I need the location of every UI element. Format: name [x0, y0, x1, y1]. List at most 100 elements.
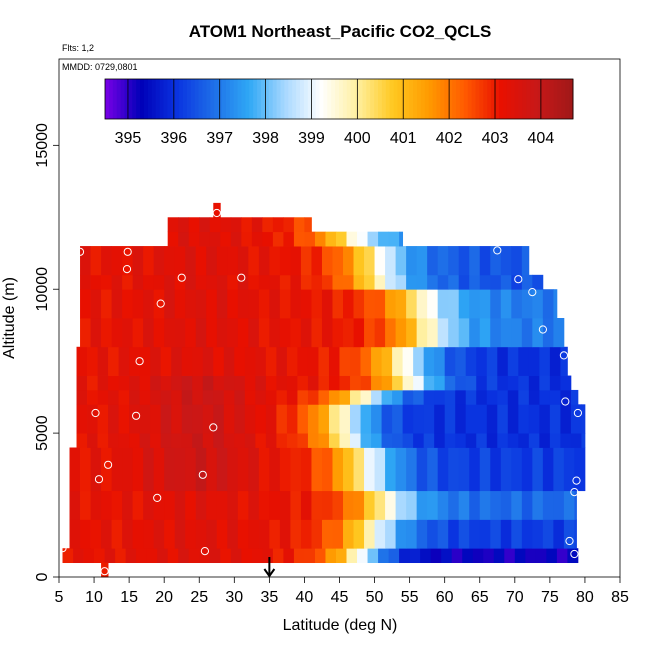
heatmap-cell — [290, 274, 302, 290]
data-point — [212, 208, 221, 218]
heatmap-cell — [199, 548, 211, 564]
heatmap-cell — [521, 447, 533, 492]
heatmap-cell — [444, 375, 456, 391]
heatmap-cell — [507, 375, 519, 391]
heatmap-cell — [378, 231, 389, 247]
colorbar-swatch — [339, 79, 344, 119]
heatmap-cell — [311, 490, 323, 520]
heatmap-cell — [451, 548, 463, 564]
heatmap-cell — [325, 231, 337, 247]
heatmap-cell — [80, 318, 91, 348]
heatmap-cell — [437, 274, 449, 290]
data-point — [528, 288, 537, 297]
heatmap-cell — [195, 318, 207, 348]
heatmap-cell — [413, 389, 425, 405]
colorbar-swatch — [436, 79, 441, 119]
heatmap-cell — [290, 519, 302, 549]
heatmap-cell — [139, 433, 151, 448]
heatmap-cell — [258, 447, 270, 492]
heatmap-cell — [237, 519, 249, 549]
heatmap-cell — [108, 389, 120, 405]
heatmap-cell — [244, 433, 256, 448]
heatmap-cell — [87, 389, 98, 405]
heatmap-cell — [360, 346, 372, 376]
colorbar-swatch — [475, 79, 480, 119]
heatmap-cell — [504, 548, 516, 564]
data-point — [135, 357, 144, 366]
heatmap-cell — [339, 389, 351, 405]
colorbar-swatch — [424, 79, 430, 119]
heatmap-cells — [62, 202, 586, 578]
heatmap-cell — [213, 404, 225, 434]
heatmap-cell — [279, 447, 291, 492]
colorbar-swatch — [385, 79, 391, 119]
heatmap-cell — [570, 433, 582, 448]
heatmap-cell — [406, 519, 418, 549]
heatmap-cell — [164, 274, 176, 290]
heatmap-cell — [430, 548, 442, 564]
heatmap-cell — [216, 490, 228, 520]
heatmap-cell — [178, 548, 190, 564]
heatmap-cell — [80, 274, 91, 290]
heatmap-cell — [367, 231, 379, 247]
heatmap-cell — [167, 231, 179, 247]
heatmap-cell — [283, 217, 295, 233]
colorbar-swatch — [553, 79, 558, 119]
heatmap-cell — [87, 375, 98, 391]
heatmap-cell — [185, 318, 197, 348]
heatmap-cell — [490, 246, 502, 276]
colorbar-swatch — [198, 79, 203, 119]
heatmap-cell — [132, 519, 144, 549]
heatmap-cell — [192, 389, 204, 405]
heatmap-cell — [202, 404, 214, 434]
heatmap-cell — [406, 289, 418, 319]
heatmap-cell — [511, 447, 523, 492]
heatmap-cell — [416, 274, 428, 290]
heatmap-cell — [160, 433, 172, 448]
x-tick-label: 55 — [401, 589, 419, 606]
heatmap-cell — [458, 447, 470, 492]
heatmap-cell — [150, 346, 162, 376]
heatmap-cell — [437, 447, 449, 492]
heatmap-cell — [290, 289, 302, 319]
colorbar-swatch — [319, 79, 324, 119]
heatmap-cell — [108, 375, 120, 391]
heatmap-cell — [437, 490, 449, 520]
heatmap-cell — [549, 433, 561, 448]
colorbar-swatch — [456, 79, 461, 119]
heatmap-cell — [570, 404, 582, 434]
heatmap-cell — [542, 447, 554, 492]
heatmap-cell — [139, 404, 151, 434]
colorbar-label: 397 — [206, 130, 233, 147]
heatmap-cell — [350, 404, 361, 434]
colorbar-swatch — [120, 79, 125, 119]
heatmap-cell — [276, 375, 288, 391]
heatmap-cell — [381, 433, 393, 448]
heatmap-cell — [479, 490, 491, 520]
heatmap-cell — [62, 548, 74, 564]
colorbar-swatch — [510, 79, 515, 119]
heatmap-cell — [230, 231, 242, 247]
y-tick-label: 15000 — [34, 123, 51, 168]
colorbar-swatch — [159, 79, 164, 119]
heatmap-cell — [343, 274, 354, 290]
heatmap-cell — [206, 519, 218, 549]
data-point — [209, 423, 218, 432]
heatmap-cell — [286, 389, 298, 405]
heatmap-cell — [157, 548, 169, 564]
heatmap-cell — [143, 246, 155, 276]
heatmap-cell — [269, 274, 281, 290]
heatmap-cell — [220, 548, 232, 564]
heatmap-cell — [97, 346, 109, 376]
heatmap-cell — [286, 346, 298, 376]
heatmap-cell — [111, 274, 123, 290]
heatmap-cell — [143, 289, 155, 319]
heatmap-cell — [560, 389, 572, 405]
heatmap-cell — [188, 217, 200, 233]
heatmap-cell — [181, 404, 193, 434]
heatmap-cell — [364, 519, 375, 549]
colorbar-swatch — [358, 79, 363, 119]
y-tick-label: 0 — [34, 572, 51, 581]
heatmap-cell — [279, 519, 291, 549]
heatmap-cell — [434, 389, 446, 405]
